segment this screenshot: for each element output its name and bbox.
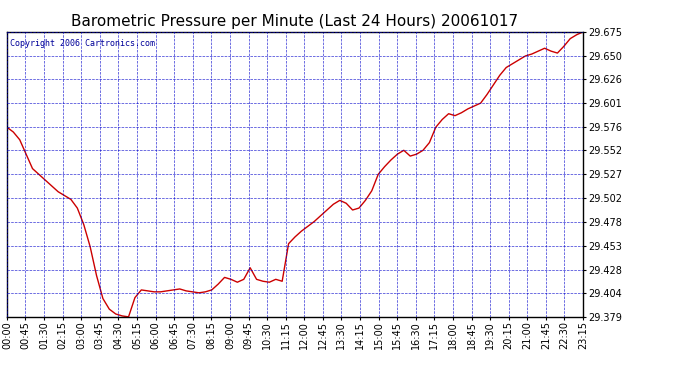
Title: Barometric Pressure per Minute (Last 24 Hours) 20061017: Barometric Pressure per Minute (Last 24 … <box>71 14 519 29</box>
Text: Copyright 2006 Cartronics.com: Copyright 2006 Cartronics.com <box>10 39 155 48</box>
